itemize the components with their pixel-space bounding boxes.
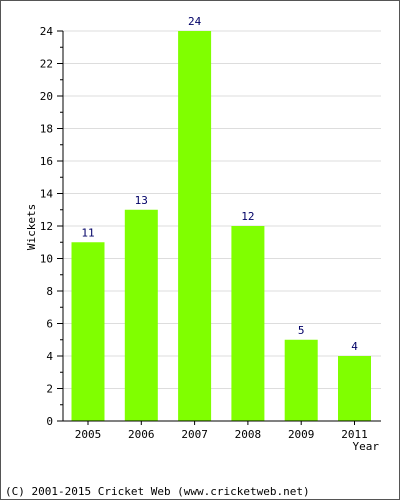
y-tick-label: 0 <box>46 415 53 428</box>
x-tick-label: 2011 <box>341 428 368 441</box>
y-tick-label: 22 <box>40 58 53 71</box>
y-axis-label: Wickets <box>25 204 38 250</box>
y-tick-label: 12 <box>40 220 53 233</box>
axes <box>57 30 381 425</box>
bar <box>124 209 158 421</box>
bar <box>284 339 318 421</box>
data-label: 11 <box>81 226 94 239</box>
bar <box>71 242 105 421</box>
copyright-footer: (C) 2001-2015 Cricket Web (www.cricketwe… <box>5 485 310 498</box>
x-tick-label: 2008 <box>235 428 262 441</box>
data-label: 13 <box>135 194 148 207</box>
x-tick-label: 2006 <box>128 428 155 441</box>
y-tick-label: 4 <box>46 350 53 363</box>
x-tick-label: 2007 <box>181 428 208 441</box>
y-tick-label: 14 <box>40 188 54 201</box>
y-tick-label: 8 <box>46 285 53 298</box>
data-labels: 11 13 24 12 5 4 <box>81 15 358 353</box>
y-tick-label: 2 <box>46 383 53 396</box>
data-label: 5 <box>298 324 305 337</box>
data-label: 4 <box>351 340 358 353</box>
grid-lines <box>63 30 381 389</box>
bar <box>178 31 212 421</box>
y-tick-label: 20 <box>40 90 53 103</box>
y-tick-label: 18 <box>40 123 53 136</box>
data-label: 24 <box>188 15 202 28</box>
y-tick-label: 16 <box>40 155 53 168</box>
x-tick-label: 2009 <box>288 428 315 441</box>
bar <box>338 356 371 421</box>
bar <box>231 226 265 421</box>
data-label: 12 <box>241 210 254 223</box>
y-tick-label: 6 <box>46 318 53 331</box>
x-tick-labels: 2005 2006 2007 2008 2009 2011 <box>75 428 368 441</box>
x-tick-label: 2005 <box>75 428 102 441</box>
y-tick-label: 10 <box>40 253 53 266</box>
bars <box>71 31 371 421</box>
x-axis-label: Year <box>353 440 380 453</box>
y-tick-label: 24 <box>40 25 54 38</box>
